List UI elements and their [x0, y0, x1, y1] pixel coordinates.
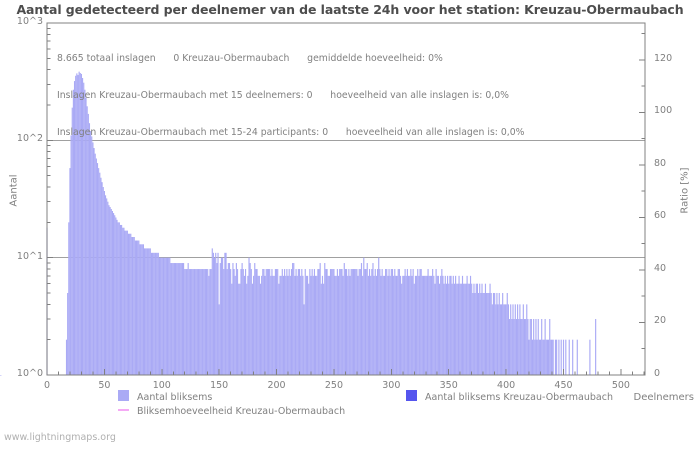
legend-label-aantal-bliksems-station: Aantal bliksems Kreuzau-Obermaubach	[425, 392, 613, 403]
x-tick-label: 350	[439, 380, 458, 391]
annotation-line-3: Inslagen Kreuzau-Obermaubach met 15-24 p…	[57, 127, 525, 139]
y-axis-label-right: Ratio [%]	[679, 167, 691, 214]
y-axis-label-left: Aantal	[8, 174, 20, 207]
axis-ticks	[46, 22, 645, 376]
legend-label-aantal-bliksems: Aantal bliksems	[137, 392, 213, 403]
y-tick-label-right: 40	[654, 262, 667, 274]
x-tick-label: 150	[210, 380, 229, 391]
y-tick-label-right: 120	[654, 52, 673, 64]
y-tick-label-right: 100	[654, 105, 673, 117]
x-axis-label: Deelnemers	[633, 392, 695, 403]
legend-swatch-aantal-bliksems	[118, 390, 129, 401]
y-tick-label-left: 10^1	[16, 250, 43, 262]
y-tick-label-right: 0	[654, 368, 661, 379]
bar-series-aantal-bliksems	[0, 71, 645, 376]
legend-item-bliksemhoeveelheid[interactable]: Bliksemhoeveelheid Kreuzau-Obermaubach	[118, 406, 345, 417]
annotation-line-1: 8.665 totaal inslagen 0 Kreuzau-Obermaub…	[57, 52, 443, 64]
x-tick-label: 400	[497, 380, 516, 391]
x-tick-label: 500	[611, 380, 630, 391]
y-tick-label-left: 10^0	[16, 368, 43, 379]
y-tick-label-left: 10^2	[16, 133, 43, 145]
legend-item-aantal-bliksems[interactable]: Aantal bliksems	[118, 390, 212, 403]
x-tick-label: 450	[554, 380, 573, 391]
x-tick-label: 200	[267, 380, 286, 391]
x-tick-label: 250	[324, 380, 343, 391]
legend-label-bliksemhoeveelheid: Bliksemhoeveelheid Kreuzau-Obermaubach	[137, 406, 346, 417]
chart-annotations: 8.665 totaal inslagen 0 Kreuzau-Obermaub…	[57, 28, 525, 164]
annotation-line-2: Inslagen Kreuzau-Obermaubach met 15 deel…	[57, 90, 509, 102]
watermark: www.lightningmaps.org	[4, 432, 116, 443]
x-tick-label: 300	[382, 380, 401, 391]
x-tick-label: 0	[43, 380, 51, 391]
y-tick-label-right: 20	[654, 315, 667, 327]
x-tick-label: 50	[98, 380, 111, 391]
y-tick-label-left: 10^3	[16, 16, 43, 27]
chart-title: Aantal gedetecteerd per deelnemer van de…	[16, 2, 684, 17]
y-tick-label-right: 80	[654, 157, 667, 169]
legend-line-bliksemhoeveelheid	[118, 409, 129, 411]
legend-swatch-aantal-bliksems-station	[406, 390, 417, 401]
legend-item-aantal-bliksems-station[interactable]: Aantal bliksems Kreuzau-Obermaubach	[406, 390, 613, 403]
x-tick-label: 100	[152, 380, 171, 391]
y-tick-label-right: 60	[654, 210, 667, 222]
